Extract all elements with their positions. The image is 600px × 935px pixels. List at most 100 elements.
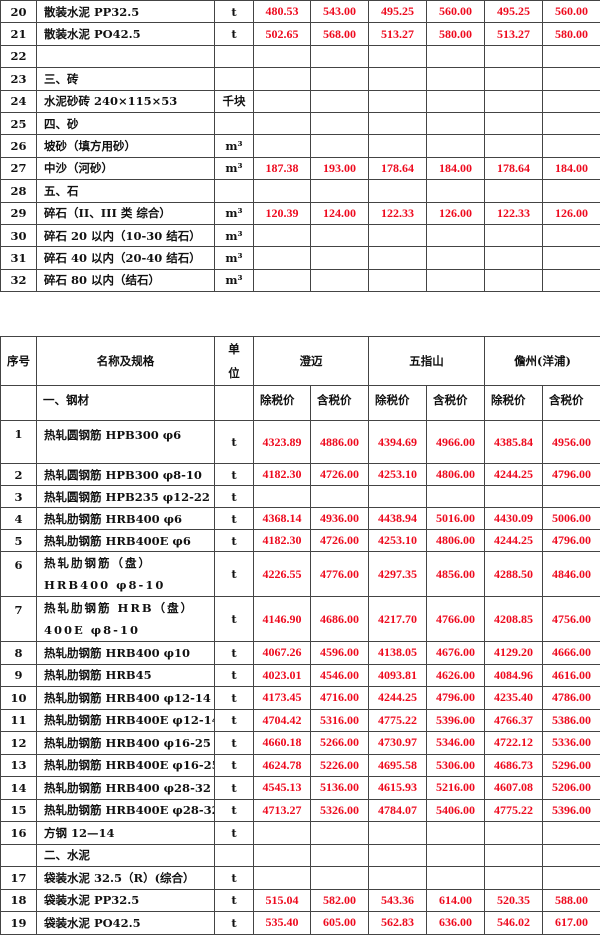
inc-tax-price — [311, 180, 369, 202]
item-unit: t — [215, 867, 254, 890]
inc-tax-price: 5346.00 — [427, 732, 485, 755]
item-unit: t — [215, 642, 254, 665]
ex-tax-price — [485, 135, 543, 157]
row-number: 11 — [1, 709, 37, 732]
inc-tax-price — [311, 224, 369, 246]
inc-tax-price — [543, 224, 600, 246]
ex-tax-price: 513.27 — [485, 23, 543, 45]
ex-tax-price: 4244.25 — [485, 530, 543, 552]
inc-tax-price — [427, 822, 485, 845]
ex-tax-price: 4784.07 — [369, 799, 427, 822]
ex-tax-price: 4173.45 — [254, 687, 311, 710]
inc-tax-price: 184.00 — [543, 157, 600, 179]
inc-tax-price: 4936.00 — [311, 508, 369, 530]
inc-tax-price: 193.00 — [311, 157, 369, 179]
row-number: 6 — [1, 552, 37, 597]
item-name: 袋装水泥 PP32.5 — [37, 889, 215, 912]
header-region-wuzhishan: 五指山 — [369, 337, 485, 386]
ex-tax-price: 513.27 — [369, 23, 427, 45]
ex-tax-price: 4182.30 — [254, 530, 311, 552]
ex-tax-price: 4129.20 — [485, 642, 543, 665]
item-name: 四、砂 — [37, 112, 215, 134]
row-number: 27 — [1, 157, 37, 179]
inc-tax-price — [427, 112, 485, 134]
inc-tax-price: 4956.00 — [543, 421, 600, 464]
inc-tax-price: 4776.00 — [311, 552, 369, 597]
ex-tax-price — [369, 180, 427, 202]
row-number: 13 — [1, 754, 37, 777]
ex-tax-price: 480.53 — [254, 1, 311, 23]
item-name: 散装水泥 PO42.5 — [37, 23, 215, 45]
item-name: 热轧肋钢筋 HRB400 φ10 — [37, 642, 215, 665]
ex-tax-header: 除税价 — [254, 386, 311, 421]
inc-tax-price — [427, 486, 485, 508]
inc-tax-price: 588.00 — [543, 889, 600, 912]
inc-tax-price: 126.00 — [427, 202, 485, 224]
row-number: 22 — [1, 45, 37, 67]
ex-tax-price: 4430.09 — [485, 508, 543, 530]
inc-tax-price: 560.00 — [543, 1, 600, 23]
ex-tax-price — [485, 844, 543, 867]
item-unit: t — [215, 530, 254, 552]
ex-tax-price — [254, 112, 311, 134]
item-unit: t — [215, 508, 254, 530]
item-unit: t — [215, 597, 254, 642]
ex-tax-price — [485, 112, 543, 134]
inc-tax-price: 5336.00 — [543, 732, 600, 755]
inc-tax-price — [311, 247, 369, 269]
ex-tax-price — [485, 224, 543, 246]
inc-tax-price — [427, 180, 485, 202]
item-unit: m³ — [215, 247, 254, 269]
item-unit: t — [215, 486, 254, 508]
inc-tax-header: 含税价 — [427, 386, 485, 421]
ex-tax-price — [485, 68, 543, 90]
item-name: 水泥砂砖 240×115×53 — [37, 90, 215, 112]
inc-tax-price — [427, 45, 485, 67]
item-unit: m³ — [215, 135, 254, 157]
ex-tax-price: 4615.93 — [369, 777, 427, 800]
inc-tax-price — [543, 822, 600, 845]
inc-tax-price — [427, 269, 485, 291]
item-unit: t — [215, 464, 254, 486]
ex-tax-price: 4235.40 — [485, 687, 543, 710]
inc-tax-price — [311, 135, 369, 157]
ex-tax-price: 4695.58 — [369, 754, 427, 777]
item-unit: m³ — [215, 269, 254, 291]
inc-tax-price: 4626.00 — [427, 664, 485, 687]
inc-tax-price: 5136.00 — [311, 777, 369, 800]
ex-tax-price — [369, 247, 427, 269]
ex-tax-price — [254, 180, 311, 202]
inc-tax-price — [427, 867, 485, 890]
row-number: 28 — [1, 180, 37, 202]
ex-tax-price: 4766.37 — [485, 709, 543, 732]
inc-tax-price: 4796.00 — [427, 687, 485, 710]
item-name: 热轧圆钢筋 HPB235 φ12-22 — [37, 486, 215, 508]
ex-tax-price: 4438.94 — [369, 508, 427, 530]
ex-tax-price: 4208.85 — [485, 597, 543, 642]
item-unit: t — [215, 889, 254, 912]
inc-tax-price — [543, 844, 600, 867]
item-name: 方钢 12—14 — [37, 822, 215, 845]
item-unit: t — [215, 552, 254, 597]
inc-tax-price: 4726.00 — [311, 464, 369, 486]
ex-tax-price: 4288.50 — [485, 552, 543, 597]
ex-tax-price: 122.33 — [369, 202, 427, 224]
ex-tax-price: 502.65 — [254, 23, 311, 45]
row-number: 26 — [1, 135, 37, 157]
ex-tax-header: 除税价 — [369, 386, 427, 421]
row-number: 30 — [1, 224, 37, 246]
inc-tax-price: 5326.00 — [311, 799, 369, 822]
ex-tax-price — [369, 822, 427, 845]
ex-tax-price — [254, 224, 311, 246]
ex-tax-price — [254, 90, 311, 112]
ex-tax-price: 178.64 — [485, 157, 543, 179]
